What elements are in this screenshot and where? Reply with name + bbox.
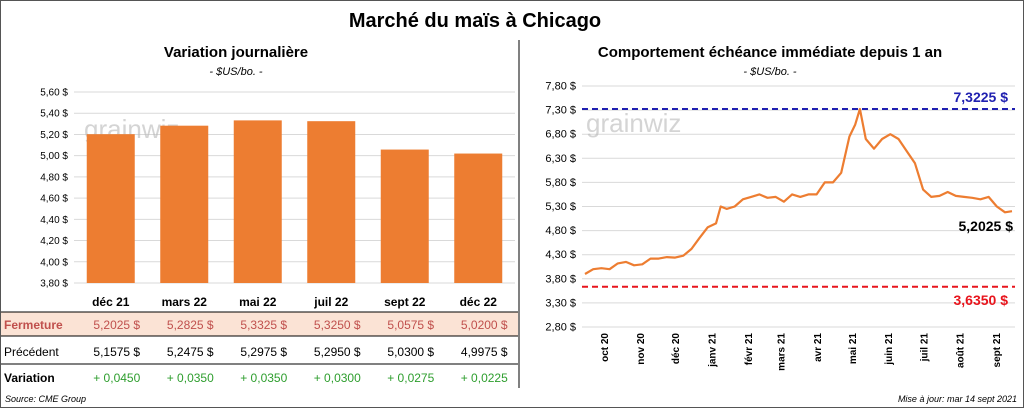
fermeture-row-bg (1, 312, 518, 336)
left-chart-title: Variation journalière (164, 44, 308, 61)
left-chart: Variation journalière - $US/bo. - 3,80 $… (40, 44, 515, 309)
bar-category-label: sept 22 (384, 295, 426, 309)
right-x-tick-label: juin 21 (884, 333, 895, 366)
last-value-label: 5,2025 $ (959, 218, 1014, 234)
bar-0 (86, 134, 135, 283)
table-cell: 5,0575 $ (387, 318, 434, 332)
table-cell: + 0,0350 (240, 371, 287, 385)
right-x-tick-label: oct 20 (600, 333, 611, 362)
table-cell: + 0,0275 (387, 371, 434, 385)
bar-category-label: juil 22 (313, 295, 348, 309)
right-watermark: grainwiz (586, 108, 681, 138)
right-chart-gridlines (582, 85, 1015, 328)
right-chart-title: Comportement échéance immédiate depuis 1… (598, 44, 942, 61)
table-cell: 5,0300 $ (387, 345, 434, 359)
table-cell: 5,3250 $ (314, 318, 361, 332)
left-chart-subtitle: - $US/bo. - (209, 66, 263, 78)
left-chart-x-axis: déc 21 mars 22 mai 22 juil 22 sept 22 déc 22 (92, 295, 497, 309)
right-x-tick-label: sept 21 (992, 333, 1003, 368)
right-y-tick-label: 7,80 $ (545, 81, 576, 93)
right-x-tick-label: avr 21 (813, 333, 824, 362)
right-chart-x-axis: oct 20 nov 20 déc 20 janv 21 févr 21 mars 21 a… (600, 333, 1003, 371)
left-chart-bars (86, 120, 503, 283)
table-cell: 5,1575 $ (93, 345, 140, 359)
right-chart-y-axis: 2,80 $ 3,30 $ 3,80 $ 4,30 $ 4,80 $ 5,30 $ 5,80… (545, 81, 576, 334)
left-y-tick-label: 4,20 $ (40, 236, 68, 247)
right-y-tick-label: 6,30 $ (545, 153, 576, 165)
table-cell: 5,0200 $ (461, 318, 508, 332)
right-x-tick-label: janv 21 (708, 333, 719, 368)
table-cell: + 0,0350 (167, 371, 214, 385)
left-y-tick-label: 4,40 $ (40, 215, 68, 226)
table-cells: Fermeture 5,2025 $ 5,2825 $ 5,3325 $ 5,3250 … (4, 318, 508, 385)
right-y-tick-label: 6,80 $ (545, 129, 576, 141)
right-x-tick-label: nov 20 (636, 333, 647, 365)
right-x-tick-label: mars 21 (777, 333, 788, 371)
table-cell: 4,9975 $ (461, 345, 508, 359)
low-label: 3,6350 $ (954, 292, 1009, 308)
left-y-tick-label: 4,80 $ (40, 172, 68, 183)
right-y-tick-label: 3,80 $ (545, 273, 576, 285)
right-x-tick-label: févr 21 (744, 333, 755, 366)
right-chart-reference-lines: 7,3225 $ 3,6350 $ 5,2025 $ (582, 89, 1015, 308)
source-note: Source: CME Group (5, 394, 86, 404)
bar-category-label: mai 22 (239, 295, 277, 309)
left-y-tick-label: 4,00 $ (40, 257, 68, 268)
table-cell: 5,3325 $ (240, 318, 287, 332)
bar-category-label: déc 22 (460, 295, 498, 309)
right-x-tick-label: juil 21 (919, 333, 930, 363)
price-table: Fermeture 5,2025 $ 5,2825 $ 5,3325 $ 5,3250 … (1, 311, 518, 385)
table-cell: + 0,0450 (93, 371, 140, 385)
table-cell: 5,2025 $ (93, 318, 140, 332)
table-row-label: Variation (4, 371, 55, 385)
bar-3 (307, 121, 356, 283)
bar-5 (454, 153, 503, 283)
table-cell: 5,2975 $ (240, 345, 287, 359)
left-chart-gridlines (74, 91, 515, 284)
bar-category-label: déc 21 (92, 295, 130, 309)
left-y-tick-label: 5,20 $ (40, 130, 68, 141)
main-title: Marché du maïs à Chicago (349, 10, 601, 32)
right-y-tick-label: 2,80 $ (545, 322, 576, 334)
right-y-tick-label: 5,80 $ (545, 177, 576, 189)
bar-2 (233, 120, 282, 283)
left-y-tick-label: 3,80 $ (40, 279, 68, 290)
table-cell: + 0,0225 (461, 371, 508, 385)
table-cell: + 0,0300 (314, 371, 361, 385)
high-label: 7,3225 $ (954, 89, 1009, 105)
right-chart: Comportement échéance immédiate depuis 1… (545, 44, 1015, 371)
table-row-label: Précédent (4, 345, 59, 359)
price-series-line (584, 107, 1013, 275)
right-y-tick-label: 4,30 $ (545, 249, 576, 261)
update-note: Mise à jour: mar 14 sept 2021 (898, 394, 1017, 404)
left-y-tick-label: 5,60 $ (40, 88, 68, 99)
right-y-tick-label: 7,30 $ (545, 105, 576, 117)
right-x-tick-label: mai 21 (848, 333, 859, 365)
right-x-tick-label: déc 20 (671, 333, 682, 365)
bar-1 (160, 125, 209, 283)
table-cell: 5,2825 $ (167, 318, 214, 332)
left-y-tick-label: 4,60 $ (40, 194, 68, 205)
left-y-tick-label: 5,00 $ (40, 151, 68, 162)
table-cell: 5,2950 $ (314, 345, 361, 359)
right-y-tick-label: 3,30 $ (545, 297, 576, 309)
left-chart-y-axis: 3,80 $ 4,00 $ 4,20 $ 4,40 $ 4,60 $ 4,80 $ 5,00… (40, 88, 68, 290)
bar-4 (380, 149, 429, 283)
right-y-tick-label: 5,30 $ (545, 201, 576, 213)
table-cell: 5,2475 $ (167, 345, 214, 359)
left-y-tick-label: 5,40 $ (40, 109, 68, 120)
right-x-tick-label: août 21 (956, 333, 967, 368)
bar-category-label: mars 22 (162, 295, 208, 309)
right-y-tick-label: 4,80 $ (545, 225, 576, 237)
table-row-label: Fermeture (4, 318, 63, 332)
right-chart-subtitle: - $US/bo. - (743, 66, 797, 78)
